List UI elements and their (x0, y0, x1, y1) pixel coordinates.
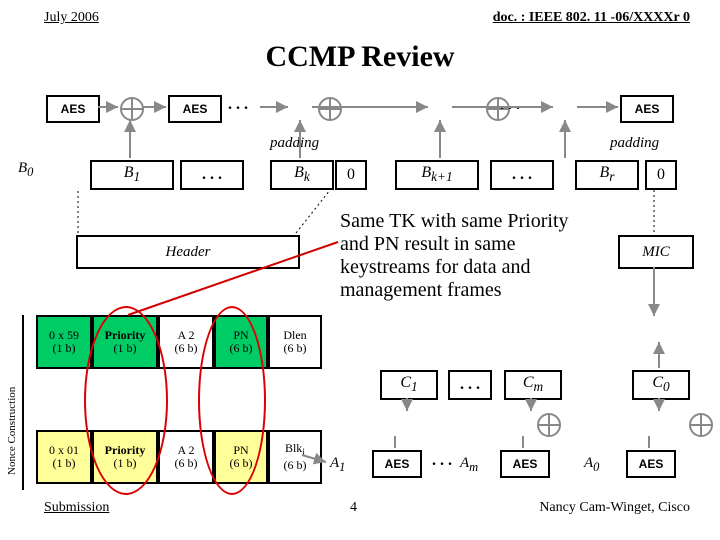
xor-icon (689, 413, 713, 437)
dots-2: . . . (500, 96, 520, 114)
ctr-dots-2: . . . (432, 452, 452, 470)
brace (22, 315, 34, 490)
aes-box-2: AES (168, 95, 222, 123)
bk-block: Bk (270, 160, 334, 190)
zero-pad-1: 0 (335, 160, 367, 190)
doc-ref: doc. : IEEE 802. 11 -06/XXXXr 0 (493, 10, 690, 26)
aes-am: AES (500, 450, 550, 478)
submission: Submission (44, 500, 109, 516)
cm-box: Cm (504, 370, 562, 400)
c1-box: C1 (380, 370, 438, 400)
br-block: Br (575, 160, 639, 190)
nonce-label: Nonce Construction (6, 335, 18, 475)
mic-box: MIC (618, 235, 694, 269)
a0-label: A0 (584, 455, 599, 475)
aes-a1: AES (372, 450, 422, 478)
header-box: Header (76, 235, 300, 269)
bk1-block: Bk+1 (395, 160, 479, 190)
aes-a0: AES (626, 450, 676, 478)
nonce-row-1: 0 x 59(1 b) Priority(1 b) A 2(6 b) PN(6 … (36, 315, 322, 369)
xor-icon (120, 97, 144, 121)
padding-label-2: padding (610, 135, 659, 152)
callout-text: Same TK with same Priority and PN result… (340, 210, 600, 302)
author: Nancy Cam-Winget, Cisco (539, 500, 690, 516)
page-title: CCMP Review (0, 40, 720, 74)
doc-date: July 2006 (44, 10, 99, 26)
aes-box-1: AES (46, 95, 100, 123)
padding-label-1: padding (270, 135, 319, 152)
red-oval-2 (198, 306, 266, 495)
b1-block: B1 (90, 160, 174, 190)
b0-label: B0 (18, 160, 33, 180)
am-label: Am (460, 455, 478, 475)
aes-box-3: AES (620, 95, 674, 123)
xor-icon (318, 97, 342, 121)
dots-block-1: . . . (180, 160, 244, 190)
zero-pad-2: 0 (645, 160, 677, 190)
page-number: 4 (350, 500, 357, 516)
nonce-row-2: 0 x 01(1 b) Priority(1 b) A 2(6 b) PN(6 … (36, 430, 322, 484)
xor-icon (537, 413, 561, 437)
dots-block-2: . . . (490, 160, 554, 190)
dots-1: . . . (228, 96, 248, 114)
c0-box: C0 (632, 370, 690, 400)
ctr-dots-1: . . . (448, 370, 492, 400)
red-oval-1 (84, 306, 168, 495)
a1-label: A1 (330, 455, 345, 475)
